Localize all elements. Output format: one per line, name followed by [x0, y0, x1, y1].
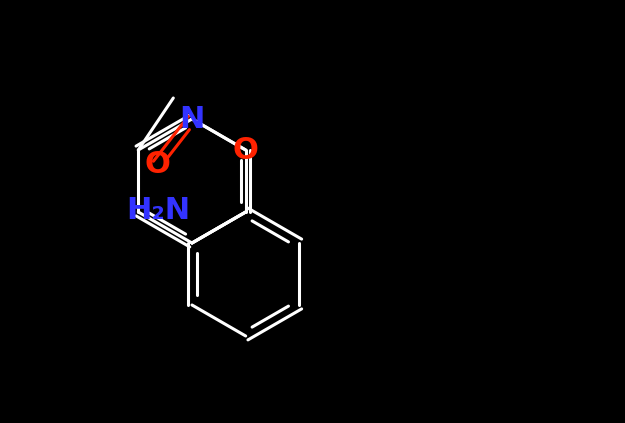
Text: O: O — [232, 135, 259, 165]
Text: O: O — [144, 149, 170, 179]
Text: H₂N: H₂N — [127, 195, 191, 225]
Text: N: N — [179, 104, 205, 134]
